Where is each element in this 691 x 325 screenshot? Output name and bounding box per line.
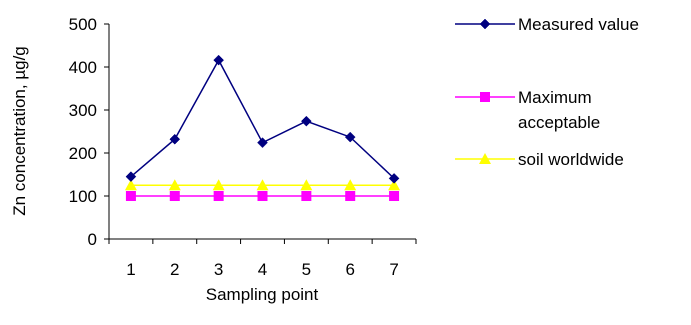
y-tick-label: 300 [69,101,97,120]
data-point [301,191,312,201]
axes [108,24,416,240]
data-point [257,137,268,149]
y-tick-label: 200 [69,144,97,163]
data-point [125,191,136,201]
y-tick-label: 400 [69,58,97,77]
y-axis-title: Zn concentration, µg/g [10,46,29,216]
x-tick-label: 4 [258,260,267,279]
legend: Measured value Maximum acceptable soil worl… [455,15,639,169]
data-point [213,54,224,66]
legend-swatch-marker [480,92,490,102]
data-point [124,179,137,191]
series-0 [125,54,400,184]
data-point [212,179,225,191]
x-tick-label: 7 [389,260,398,279]
series-layer [124,54,401,201]
y-tick-label: 500 [69,15,97,34]
legend-swatch-marker [479,18,491,30]
legend-item: Measured value [455,15,639,34]
x-axis-title: Sampling point [206,285,319,304]
data-point [345,191,356,201]
x-tick-label: 5 [302,260,311,279]
legend-item: Maximum acceptable [455,88,600,132]
x-tick-label: 6 [345,260,354,279]
legend-label: soil worldwide [518,150,624,169]
x-tick-label: 1 [126,260,135,279]
data-point [344,179,357,191]
x-ticks: 1 2 3 4 5 6 7 [108,239,417,279]
data-point [168,179,181,191]
legend-swatch-marker [479,153,491,164]
data-point [169,191,180,201]
legend-label: Maximum acceptable [518,88,600,132]
y-ticks: 0 100 200 300 400 500 [69,15,109,249]
series-1 [125,191,400,201]
data-point [257,191,268,201]
y-tick-label: 0 [88,230,97,249]
data-point [256,179,269,191]
data-point [344,131,356,143]
series-line [130,58,395,179]
x-tick-label: 2 [170,260,179,279]
legend-item: soil worldwide [455,150,624,169]
data-point [301,115,312,127]
data-point [125,171,137,183]
legend-label: Measured value [518,15,639,34]
data-point [169,133,181,145]
data-point [389,191,400,201]
data-point [388,173,400,184]
data-point [213,191,224,201]
series-2 [124,179,401,191]
y-tick-label: 100 [69,187,97,206]
data-point [388,179,401,191]
x-tick-label: 3 [214,260,223,279]
data-point [300,179,313,191]
